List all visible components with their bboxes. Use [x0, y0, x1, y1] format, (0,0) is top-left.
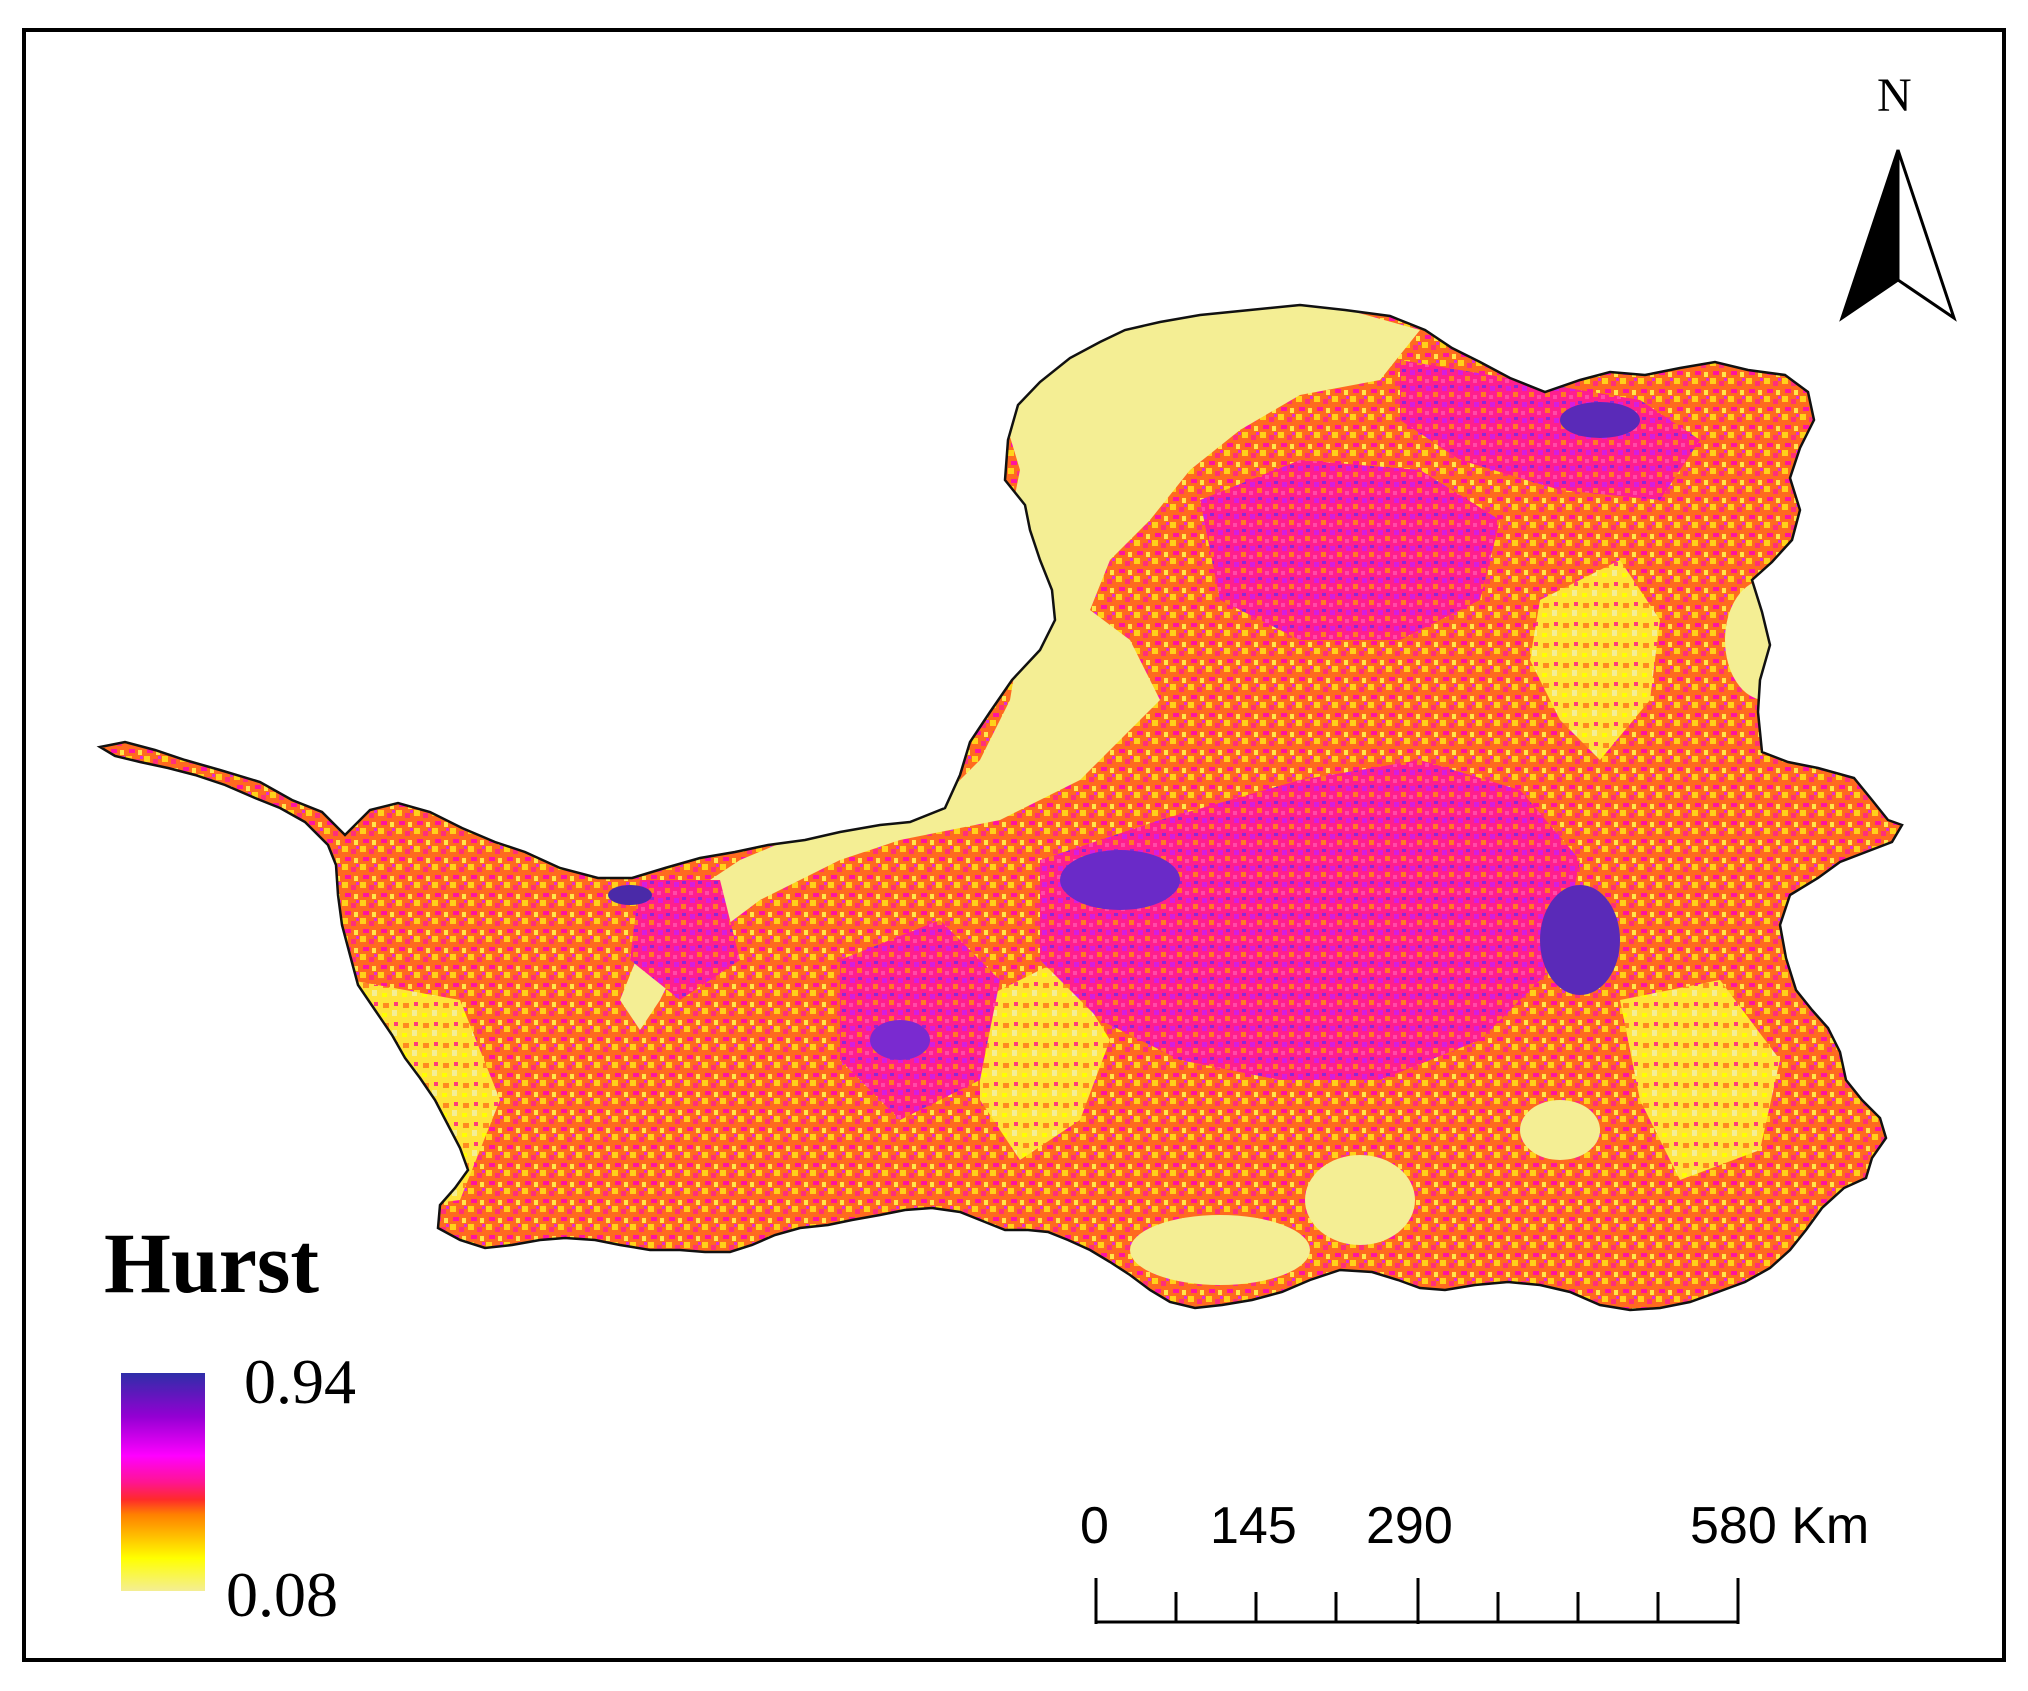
legend-color-bar — [121, 1373, 205, 1591]
scale-bar — [1094, 1578, 1740, 1624]
north-label: N — [1877, 69, 1912, 122]
scale-label-580: 580 Km — [1690, 1497, 1870, 1555]
north-arrow-icon — [1839, 149, 1957, 322]
legend-max-label: 0.94 — [244, 1346, 356, 1417]
scale-label-145: 145 — [1210, 1497, 1297, 1555]
hurst-raster — [100, 305, 1902, 1310]
scale-label-0: 0 — [1080, 1497, 1109, 1555]
legend-title: Hurst — [104, 1215, 319, 1311]
legend-min-label: 0.08 — [226, 1559, 338, 1630]
scale-label-290: 290 — [1366, 1497, 1453, 1555]
